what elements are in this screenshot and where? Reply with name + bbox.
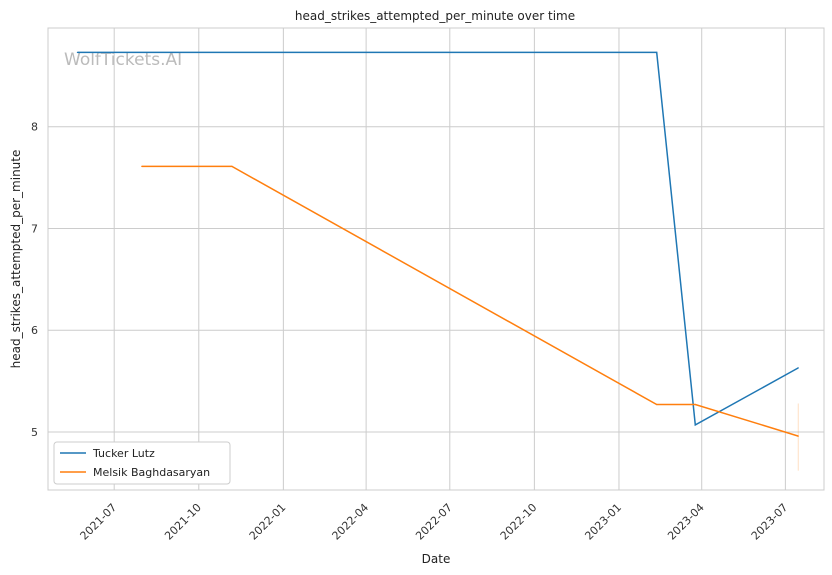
series-layer [76,51,799,471]
series-line [77,51,799,427]
data-point [141,165,143,167]
data-point [797,367,799,369]
data-point [656,403,658,406]
legend-label: Melsik Baghdasaryan [93,466,210,479]
y-tick-labels: 5 6 7 8 [31,121,38,439]
data-point [231,165,233,167]
y-tick-label: 6 [31,324,38,337]
y-tick-label: 8 [31,121,38,134]
legend-box [53,441,231,485]
data-point [656,51,658,54]
y-axis-title: head_strikes_attempted_per_minute [9,150,23,369]
x-axis-title: Date [422,552,451,566]
data-point [797,435,799,437]
plot-frame [47,27,825,491]
data-point [694,424,696,426]
chart-title: head_strikes_attempted_per_minute over t… [295,9,575,23]
legend: Tucker Lutz Melsik Baghdasaryan [53,441,231,485]
watermark: WolfTickets.AI [64,50,182,70]
legend-label: Tucker Lutz [92,447,155,460]
y-tick-label: 5 [31,426,38,439]
data-point [76,51,79,54]
grid [48,28,824,490]
y-tick-label: 7 [31,222,38,235]
data-point [694,403,696,406]
